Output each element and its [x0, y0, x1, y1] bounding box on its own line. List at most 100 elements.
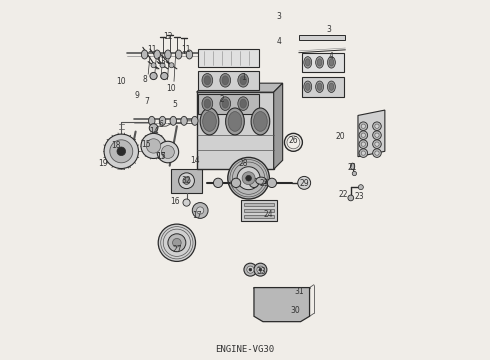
Bar — [245, 215, 274, 219]
Circle shape — [228, 157, 270, 199]
Text: 26: 26 — [289, 136, 298, 145]
Ellipse shape — [202, 73, 213, 87]
Circle shape — [352, 171, 357, 176]
Text: 16: 16 — [170, 197, 180, 206]
Circle shape — [192, 203, 208, 219]
Ellipse shape — [204, 99, 211, 108]
Circle shape — [249, 268, 252, 271]
Ellipse shape — [329, 83, 334, 90]
Circle shape — [373, 149, 381, 157]
Polygon shape — [358, 110, 385, 157]
Circle shape — [245, 175, 251, 181]
Ellipse shape — [204, 76, 211, 85]
Text: 15: 15 — [142, 140, 151, 149]
Text: 3: 3 — [327, 25, 332, 34]
Text: 17: 17 — [156, 152, 166, 161]
Ellipse shape — [316, 81, 323, 93]
Ellipse shape — [240, 99, 246, 108]
Circle shape — [183, 199, 190, 206]
Circle shape — [361, 151, 366, 155]
Text: 13: 13 — [156, 57, 166, 66]
Text: 24: 24 — [264, 210, 273, 219]
Text: 23: 23 — [355, 192, 365, 201]
Bar — [258, 291, 306, 315]
Ellipse shape — [175, 50, 182, 59]
Ellipse shape — [305, 83, 310, 90]
Circle shape — [298, 176, 311, 189]
Ellipse shape — [222, 99, 228, 108]
Circle shape — [149, 124, 158, 132]
Text: 15: 15 — [156, 152, 166, 161]
Text: 14: 14 — [149, 127, 158, 136]
Circle shape — [196, 207, 204, 214]
Circle shape — [361, 142, 366, 146]
Text: 32: 32 — [181, 176, 191, 185]
Circle shape — [348, 195, 354, 201]
Ellipse shape — [186, 50, 193, 59]
Ellipse shape — [202, 97, 213, 111]
Polygon shape — [302, 77, 343, 97]
Text: 17: 17 — [192, 211, 201, 220]
Polygon shape — [302, 53, 343, 72]
Circle shape — [267, 178, 276, 188]
Ellipse shape — [350, 163, 355, 170]
Circle shape — [183, 177, 190, 184]
Text: 10: 10 — [167, 84, 176, 93]
Circle shape — [249, 178, 259, 188]
Text: 1: 1 — [241, 73, 245, 82]
Circle shape — [150, 72, 157, 80]
Polygon shape — [254, 288, 310, 321]
Polygon shape — [196, 83, 283, 92]
Text: 2: 2 — [220, 95, 224, 104]
Circle shape — [247, 266, 254, 273]
Circle shape — [359, 131, 368, 139]
Ellipse shape — [317, 83, 322, 90]
Circle shape — [361, 124, 366, 129]
Text: 22: 22 — [339, 190, 348, 199]
Text: 21: 21 — [348, 163, 357, 172]
Circle shape — [161, 145, 174, 158]
Ellipse shape — [254, 112, 267, 131]
Polygon shape — [198, 71, 259, 90]
Circle shape — [117, 147, 125, 156]
Ellipse shape — [251, 108, 270, 135]
Ellipse shape — [220, 97, 231, 111]
Ellipse shape — [304, 81, 312, 93]
Circle shape — [104, 134, 139, 168]
Text: 6: 6 — [158, 120, 163, 129]
Circle shape — [242, 172, 255, 185]
Ellipse shape — [141, 50, 148, 59]
Text: 12: 12 — [163, 32, 172, 41]
Circle shape — [157, 141, 179, 163]
Circle shape — [110, 140, 133, 163]
Circle shape — [361, 133, 366, 137]
Text: ENGINE-VG30: ENGINE-VG30 — [216, 345, 274, 354]
Ellipse shape — [222, 76, 228, 85]
Text: 29: 29 — [299, 179, 309, 188]
Circle shape — [179, 173, 195, 189]
Text: 19: 19 — [98, 159, 108, 168]
Text: 9: 9 — [135, 91, 140, 100]
Ellipse shape — [305, 59, 310, 66]
Ellipse shape — [256, 177, 267, 184]
Text: 5: 5 — [172, 100, 177, 109]
Polygon shape — [242, 200, 277, 221]
Text: 25: 25 — [260, 179, 270, 188]
Circle shape — [375, 124, 379, 129]
Circle shape — [214, 178, 223, 188]
Ellipse shape — [192, 116, 198, 125]
Text: 33: 33 — [256, 267, 266, 276]
Text: 31: 31 — [294, 287, 304, 296]
Circle shape — [373, 140, 381, 148]
Polygon shape — [299, 35, 345, 40]
Circle shape — [168, 234, 186, 252]
Circle shape — [231, 178, 241, 188]
Circle shape — [373, 131, 381, 139]
Circle shape — [169, 63, 174, 68]
Circle shape — [299, 311, 306, 317]
Text: 8: 8 — [142, 75, 147, 84]
Text: 27: 27 — [172, 246, 182, 255]
Circle shape — [244, 263, 257, 276]
Text: 14: 14 — [190, 156, 199, 165]
Text: 4: 4 — [277, 37, 282, 46]
